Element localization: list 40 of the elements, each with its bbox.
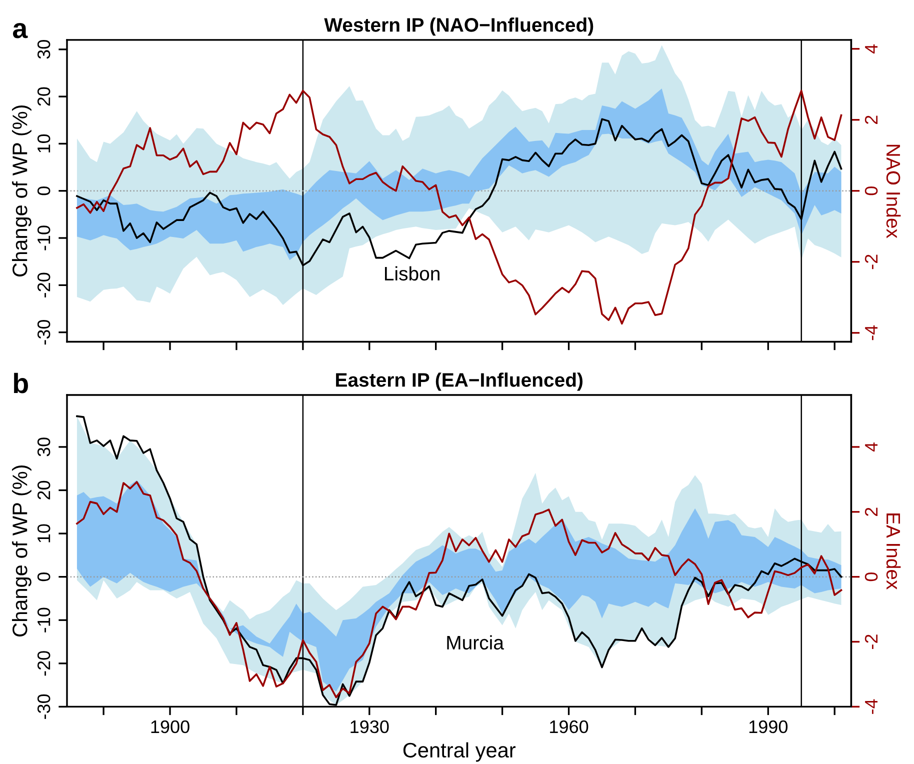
y2-axis-title: EA Index: [886, 514, 901, 590]
x-tick-label: 1930: [350, 720, 389, 734]
chart-title: Eastern IP (EA−Influenced): [336, 372, 582, 391]
y-tick-label: 10: [37, 134, 50, 152]
y-tick-label: 10: [37, 524, 50, 542]
y-tick-label: -30: [37, 694, 50, 719]
y2-tick-label: 4: [865, 442, 878, 452]
text: b: [14, 372, 28, 394]
x-tick-label: 1990: [749, 720, 788, 734]
y2-tick-label: 0: [864, 572, 878, 582]
y2-tick-label: 2: [864, 508, 878, 516]
x-axis-title: Central year: [403, 742, 516, 762]
y-tick-label: -30: [37, 320, 50, 345]
y-tick-label: 20: [37, 87, 50, 106]
x-tick-label: 1900: [151, 720, 190, 734]
y2-tick-label: -2: [864, 254, 878, 270]
text: a: [12, 23, 28, 38]
line-series: [76, 90, 842, 325]
y-axis-title: Change of WP (%): [12, 465, 32, 636]
y-tick-label: -20: [37, 272, 50, 298]
y2-tick-label: -4: [865, 699, 878, 714]
annotation: Murcia: [447, 635, 504, 650]
annotation: Lisbon: [384, 266, 440, 281]
y2-tick-label: -2: [864, 634, 878, 649]
y-tick-label: -20: [37, 651, 50, 676]
y-tick-label: 0: [37, 186, 50, 196]
y-tick-label: 20: [37, 480, 50, 500]
chart-title: Western IP (NAO−Influenced): [324, 18, 594, 36]
y2-tick-label: 0: [864, 186, 878, 196]
y-tick-label: 30: [37, 40, 50, 59]
y-tick-label: 0: [37, 572, 50, 582]
y2-tick-label: 2: [864, 116, 878, 124]
y-axis-title: Change of WP (%): [12, 105, 32, 276]
y2-axis-title: NAO Index: [886, 144, 901, 238]
y-tick-label: 30: [37, 438, 50, 456]
x-tick-label: 1960: [550, 720, 588, 734]
y-tick-label: -10: [37, 608, 50, 632]
y-tick-label: -10: [37, 226, 50, 250]
y2-tick-label: -4: [865, 325, 878, 340]
y2-tick-label: 4: [865, 44, 878, 54]
